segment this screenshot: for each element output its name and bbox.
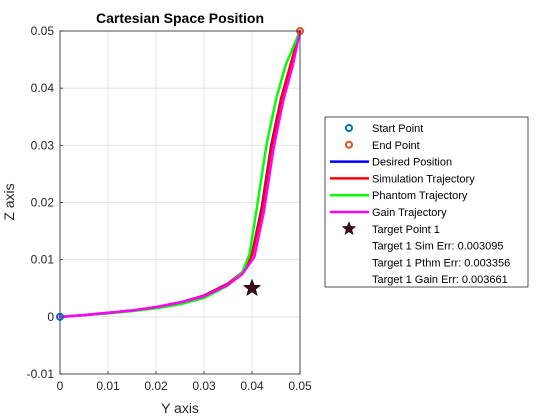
plot-box — [59, 30, 301, 375]
legend-label: Target 1 Pthm Err: 0.003356 — [372, 257, 510, 269]
x-tick-label: 0.04 — [240, 379, 264, 393]
legend-label: Desired Position — [372, 157, 452, 169]
x-tick-labels: 0 0.01 0.02 0.03 0.04 0.05 — [57, 379, 312, 393]
legend-label: Target 1 Gain Err: 0.003661 — [372, 274, 508, 286]
y-tick-label: 0 — [47, 310, 54, 324]
x-axis-label: Y axis — [161, 400, 199, 416]
legend-swatch-start-point — [345, 124, 353, 132]
y-tick-label: -0.01 — [27, 367, 55, 381]
series-group — [58, 29, 302, 319]
series-line-gain-trajectory — [58, 29, 302, 319]
y-axis-label: Z axis — [1, 183, 17, 220]
x-tick-label: 0 — [57, 379, 64, 393]
y-tick-labels: -0.01 0 0.01 0.02 0.03 0.04 0.05 — [27, 24, 55, 381]
x-tick-label: 0.05 — [288, 379, 312, 393]
y-tick-label: 0.04 — [31, 81, 55, 95]
legend-label: Target 1 Sim Err: 0.003095 — [372, 241, 503, 253]
y-tick-label: 0.05 — [31, 24, 55, 38]
x-tick-label: 0.02 — [144, 379, 168, 393]
chart-title: Cartesian Space Position — [96, 10, 264, 26]
legend-label: Gain Trajectory — [372, 207, 447, 219]
legend-label: Phantom Trajectory — [372, 190, 468, 202]
y-tick-label: 0.02 — [31, 196, 55, 210]
legend-swatch-end-point — [345, 140, 353, 149]
legend-box — [324, 116, 529, 288]
x-tick-label: 0.03 — [192, 379, 216, 393]
legend-label: Target Point 1 — [372, 224, 440, 236]
legend: Start Point End Point Desired Position Simu… — [324, 116, 529, 288]
legend-label: Start Point — [372, 123, 423, 135]
marker-target-point-1 — [242, 278, 262, 297]
legend-label: Simulation Trajectory — [372, 173, 475, 185]
y-tick-label: 0.01 — [31, 253, 55, 267]
x-tick-label: 0.01 — [96, 379, 120, 393]
legend-swatch-target-point-1 — [341, 221, 357, 236]
legend-label: End Point — [372, 140, 420, 152]
y-tick-label: 0.03 — [31, 138, 55, 152]
